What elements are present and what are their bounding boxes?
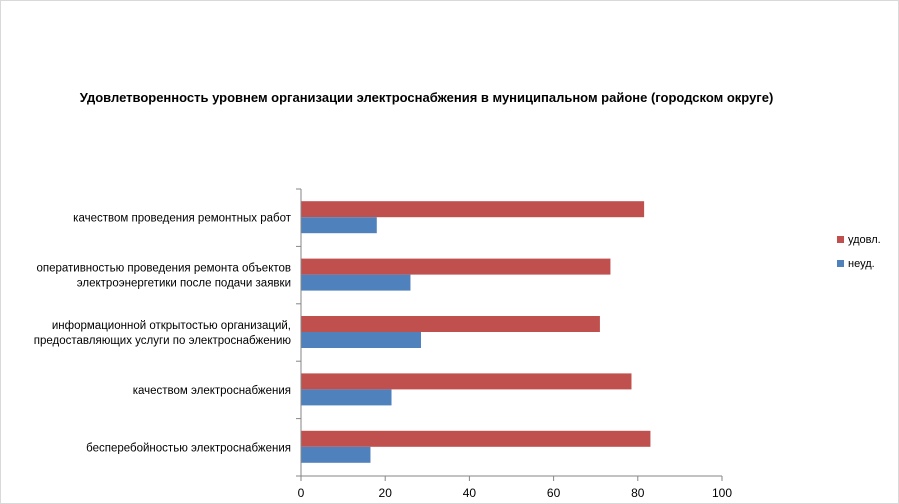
legend-label: неуд. <box>848 258 875 270</box>
x-tick-label: 80 <box>631 486 645 500</box>
bar-satisfied <box>301 430 651 447</box>
bar-satisfied <box>301 201 645 218</box>
x-tick-label: 40 <box>463 486 477 500</box>
legend-swatch <box>837 236 844 243</box>
category-label: информационной открытостью организаций, <box>52 320 291 332</box>
chart-title: Удовлетворенность уровнем организации эл… <box>79 90 774 105</box>
x-tick-label: 0 <box>298 486 305 500</box>
bar-unsatisfied <box>301 332 421 348</box>
bar-satisfied <box>301 258 611 275</box>
category-label: качеством проведения ремонтных работ <box>73 213 292 225</box>
bar-satisfied <box>301 316 600 332</box>
x-tick-label: 60 <box>547 486 561 500</box>
bar-satisfied <box>301 373 632 390</box>
legend-swatch <box>837 260 844 267</box>
category-label: бесперебойностью электроснабжения <box>86 442 291 454</box>
bar-unsatisfied <box>301 446 371 463</box>
bar-unsatisfied <box>301 217 377 234</box>
bar-unsatisfied <box>301 274 411 291</box>
bar-unsatisfied <box>301 389 392 406</box>
x-tick-label: 100 <box>712 486 732 500</box>
x-tick-label: 20 <box>379 486 393 500</box>
category-label: электроэнергетики после подачи заявки <box>77 278 291 290</box>
category-label: качеством электроснабжения <box>133 385 291 397</box>
legend-label: удовл. <box>848 234 881 246</box>
category-label: оперативностью проведения ремонта объект… <box>36 263 291 275</box>
category-label: предоставляющих услуги по электроснабжен… <box>34 335 292 347</box>
